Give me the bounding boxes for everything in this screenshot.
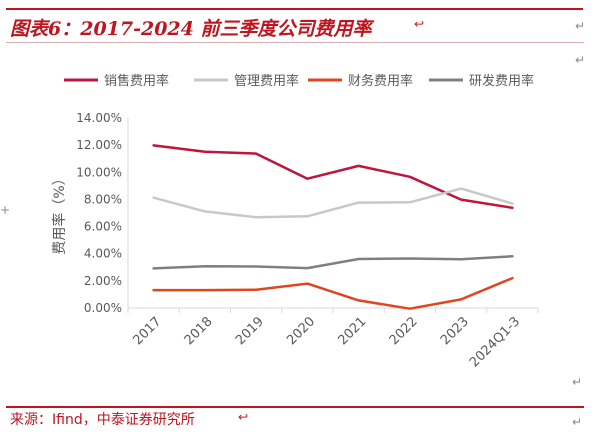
y-tick-label: 8.00% bbox=[84, 192, 122, 206]
legend-label-1: 销售费用率 bbox=[104, 73, 169, 89]
series-line-3 bbox=[152, 276, 514, 310]
x-tick-label: 2023 bbox=[438, 314, 472, 348]
paragraph-mark-right-3: ↵ bbox=[572, 375, 583, 389]
y-tick-label: 12.00% bbox=[76, 138, 122, 152]
x-tick-label: 2024Q1-3 bbox=[467, 314, 523, 370]
series-line-1 bbox=[152, 144, 514, 210]
paragraph-mark-title: ↩ bbox=[414, 17, 425, 31]
source-note: 来源：Ifind，中泰证券研究所 bbox=[10, 412, 195, 428]
paragraph-mark-right-2: ↵ bbox=[575, 53, 586, 67]
legend-label-4: 研发费用率 bbox=[469, 73, 534, 89]
title-divider bbox=[6, 42, 584, 43]
series-line-4 bbox=[152, 255, 514, 270]
x-tick-label: 2022 bbox=[387, 314, 421, 348]
y-tick-label: 14.00% bbox=[76, 111, 122, 125]
legend-label-3: 财务费用率 bbox=[348, 73, 413, 89]
paragraph-mark-source: ↩ bbox=[238, 410, 249, 424]
x-tick-label: 2020 bbox=[284, 314, 318, 348]
x-tick-label: 2018 bbox=[182, 314, 216, 348]
header-top-rule bbox=[6, 8, 583, 10]
footer-rule bbox=[6, 406, 584, 408]
y-axis-title: 费用率（%） bbox=[51, 171, 68, 254]
y-tick-label: 0.00% bbox=[84, 301, 122, 315]
x-tick-label: 2021 bbox=[335, 314, 369, 348]
legend-label-2: 管理费用率 bbox=[234, 73, 299, 89]
anchor-mark-left: + bbox=[0, 203, 11, 217]
x-tick-label: 2019 bbox=[233, 314, 267, 348]
y-tick-label: 4.00% bbox=[84, 247, 122, 261]
series-line-2 bbox=[152, 187, 514, 219]
x-tick-label: 2017 bbox=[130, 314, 164, 348]
y-tick-label: 2.00% bbox=[84, 274, 122, 288]
page-title: 图表6：2017-2024 前三季度公司费用率 bbox=[10, 18, 372, 40]
paragraph-mark-right-1: ↵ bbox=[575, 19, 586, 33]
paragraph-mark-right-4: ↵ bbox=[572, 415, 583, 429]
y-tick-label: 6.00% bbox=[84, 220, 122, 234]
y-tick-label: 10.00% bbox=[76, 165, 122, 179]
